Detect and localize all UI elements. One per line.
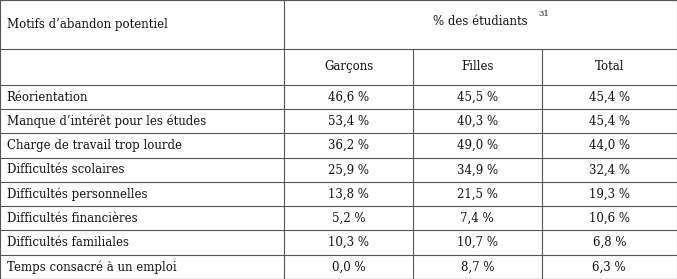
Text: 45,5 %: 45,5 % <box>457 91 498 104</box>
Text: Filles: Filles <box>461 60 494 73</box>
Text: 13,8 %: 13,8 % <box>328 187 369 201</box>
Text: Manque d’intérêt pour les études: Manque d’intérêt pour les études <box>7 115 206 128</box>
Text: Difficultés scolaires: Difficultés scolaires <box>7 163 125 176</box>
Text: 21,5 %: 21,5 % <box>457 187 498 201</box>
Text: 44,0 %: 44,0 % <box>589 139 630 152</box>
Text: 31: 31 <box>538 11 549 18</box>
Text: Difficultés financières: Difficultés financières <box>7 212 137 225</box>
Text: Total: Total <box>594 60 624 73</box>
Text: 19,3 %: 19,3 % <box>589 187 630 201</box>
Text: 45,4 %: 45,4 % <box>589 91 630 104</box>
Text: 8,7 %: 8,7 % <box>460 260 494 273</box>
Text: 32,4 %: 32,4 % <box>589 163 630 176</box>
Text: Garçons: Garçons <box>324 60 373 73</box>
Text: 10,3 %: 10,3 % <box>328 236 369 249</box>
Text: Temps consacré à un emploi: Temps consacré à un emploi <box>7 260 177 274</box>
Text: 7,4 %: 7,4 % <box>460 212 494 225</box>
Text: Difficultés familiales: Difficultés familiales <box>7 236 129 249</box>
Text: % des étudiants: % des étudiants <box>433 15 528 28</box>
Text: Difficultés personnelles: Difficultés personnelles <box>7 187 148 201</box>
Text: 25,9 %: 25,9 % <box>328 163 369 176</box>
Text: 10,7 %: 10,7 % <box>457 236 498 249</box>
Text: 0,0 %: 0,0 % <box>332 260 366 273</box>
Text: 46,6 %: 46,6 % <box>328 91 369 104</box>
Text: 6,3 %: 6,3 % <box>592 260 626 273</box>
Text: Motifs d’abandon potentiel: Motifs d’abandon potentiel <box>7 18 168 31</box>
Text: 45,4 %: 45,4 % <box>589 115 630 128</box>
Text: Charge de travail trop lourde: Charge de travail trop lourde <box>7 139 181 152</box>
Text: 36,2 %: 36,2 % <box>328 139 369 152</box>
Text: 53,4 %: 53,4 % <box>328 115 369 128</box>
Text: 6,8 %: 6,8 % <box>592 236 626 249</box>
Text: 5,2 %: 5,2 % <box>332 212 366 225</box>
Text: 10,6 %: 10,6 % <box>589 212 630 225</box>
Text: 34,9 %: 34,9 % <box>457 163 498 176</box>
Text: 49,0 %: 49,0 % <box>457 139 498 152</box>
Text: Réorientation: Réorientation <box>7 91 88 104</box>
Text: 40,3 %: 40,3 % <box>457 115 498 128</box>
